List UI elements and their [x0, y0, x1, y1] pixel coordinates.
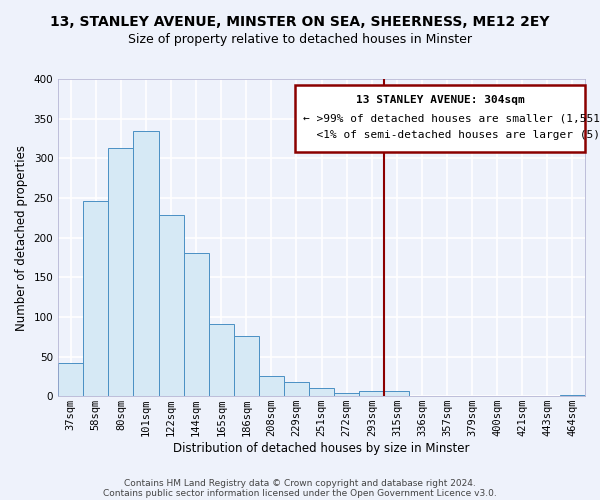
FancyBboxPatch shape [295, 86, 585, 152]
Bar [158, 216, 184, 396]
Bar [560, 394, 585, 396]
Bar [334, 393, 359, 396]
Bar [83, 201, 109, 396]
Text: 13 STANLEY AVENUE: 304sqm: 13 STANLEY AVENUE: 304sqm [356, 95, 524, 105]
Text: Contains HM Land Registry data © Crown copyright and database right 2024.: Contains HM Land Registry data © Crown c… [124, 478, 476, 488]
Bar [109, 148, 133, 396]
Bar [385, 392, 409, 396]
X-axis label: Distribution of detached houses by size in Minster: Distribution of detached houses by size … [173, 442, 470, 455]
Bar [133, 132, 158, 396]
Bar [184, 254, 209, 396]
Bar [284, 382, 309, 396]
Text: Contains public sector information licensed under the Open Government Licence v3: Contains public sector information licen… [103, 488, 497, 498]
Bar [259, 376, 284, 396]
Bar [58, 363, 83, 396]
Bar [234, 336, 259, 396]
Bar [209, 324, 234, 396]
Bar [359, 392, 385, 396]
Text: ← >99% of detached houses are smaller (1,551): ← >99% of detached houses are smaller (1… [303, 114, 600, 124]
Bar [309, 388, 334, 396]
Text: Size of property relative to detached houses in Minster: Size of property relative to detached ho… [128, 32, 472, 46]
Y-axis label: Number of detached properties: Number of detached properties [15, 144, 28, 330]
Text: <1% of semi-detached houses are larger (5) →: <1% of semi-detached houses are larger (… [303, 130, 600, 140]
Text: 13, STANLEY AVENUE, MINSTER ON SEA, SHEERNESS, ME12 2EY: 13, STANLEY AVENUE, MINSTER ON SEA, SHEE… [50, 15, 550, 29]
